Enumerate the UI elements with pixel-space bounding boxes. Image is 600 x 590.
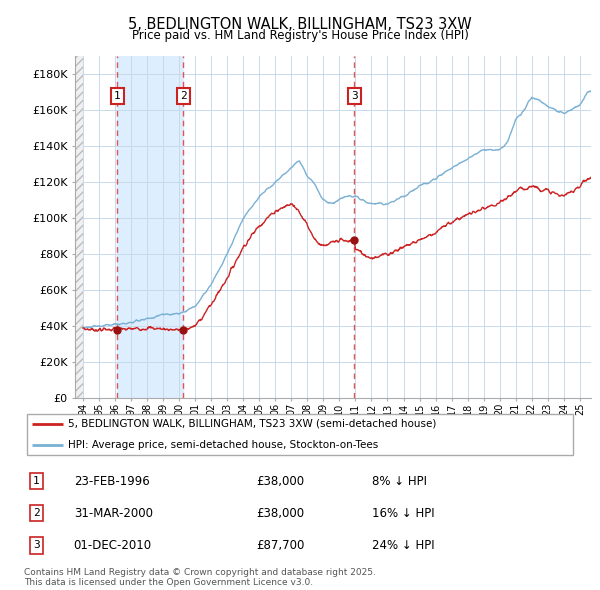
Text: 2: 2 xyxy=(180,91,187,101)
Text: 16% ↓ HPI: 16% ↓ HPI xyxy=(372,507,434,520)
Text: £38,000: £38,000 xyxy=(256,507,304,520)
Text: 2: 2 xyxy=(33,509,40,518)
Bar xyxy=(75,56,83,398)
Text: 1: 1 xyxy=(114,91,121,101)
Text: 24% ↓ HPI: 24% ↓ HPI xyxy=(372,539,434,552)
Bar xyxy=(118,56,183,398)
Text: 1: 1 xyxy=(33,476,40,486)
Text: HPI: Average price, semi-detached house, Stockton-on-Tees: HPI: Average price, semi-detached house,… xyxy=(68,440,379,450)
Text: 5, BEDLINGTON WALK, BILLINGHAM, TS23 3XW (semi-detached house): 5, BEDLINGTON WALK, BILLINGHAM, TS23 3XW… xyxy=(68,419,437,429)
Text: 8% ↓ HPI: 8% ↓ HPI xyxy=(372,475,427,488)
Text: 3: 3 xyxy=(351,91,358,101)
Text: £87,700: £87,700 xyxy=(256,539,304,552)
Text: 23-FEB-1996: 23-FEB-1996 xyxy=(74,475,149,488)
Text: Contains HM Land Registry data © Crown copyright and database right 2025.
This d: Contains HM Land Registry data © Crown c… xyxy=(24,568,376,587)
Text: Price paid vs. HM Land Registry's House Price Index (HPI): Price paid vs. HM Land Registry's House … xyxy=(131,30,469,42)
Text: 01-DEC-2010: 01-DEC-2010 xyxy=(74,539,152,552)
FancyBboxPatch shape xyxy=(27,414,573,455)
Text: 3: 3 xyxy=(33,540,40,550)
Text: 5, BEDLINGTON WALK, BILLINGHAM, TS23 3XW: 5, BEDLINGTON WALK, BILLINGHAM, TS23 3XW xyxy=(128,17,472,31)
Text: 31-MAR-2000: 31-MAR-2000 xyxy=(74,507,152,520)
Text: £38,000: £38,000 xyxy=(256,475,304,488)
